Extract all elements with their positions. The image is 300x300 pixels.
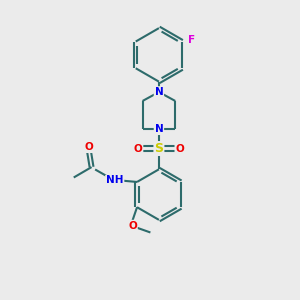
Text: F: F [188, 35, 195, 45]
Text: O: O [128, 220, 137, 231]
Text: O: O [134, 143, 142, 154]
Text: N: N [154, 87, 163, 97]
Text: S: S [154, 142, 164, 155]
Text: O: O [84, 142, 93, 152]
Text: NH: NH [106, 176, 124, 185]
Text: N: N [154, 124, 163, 134]
Text: O: O [175, 143, 184, 154]
